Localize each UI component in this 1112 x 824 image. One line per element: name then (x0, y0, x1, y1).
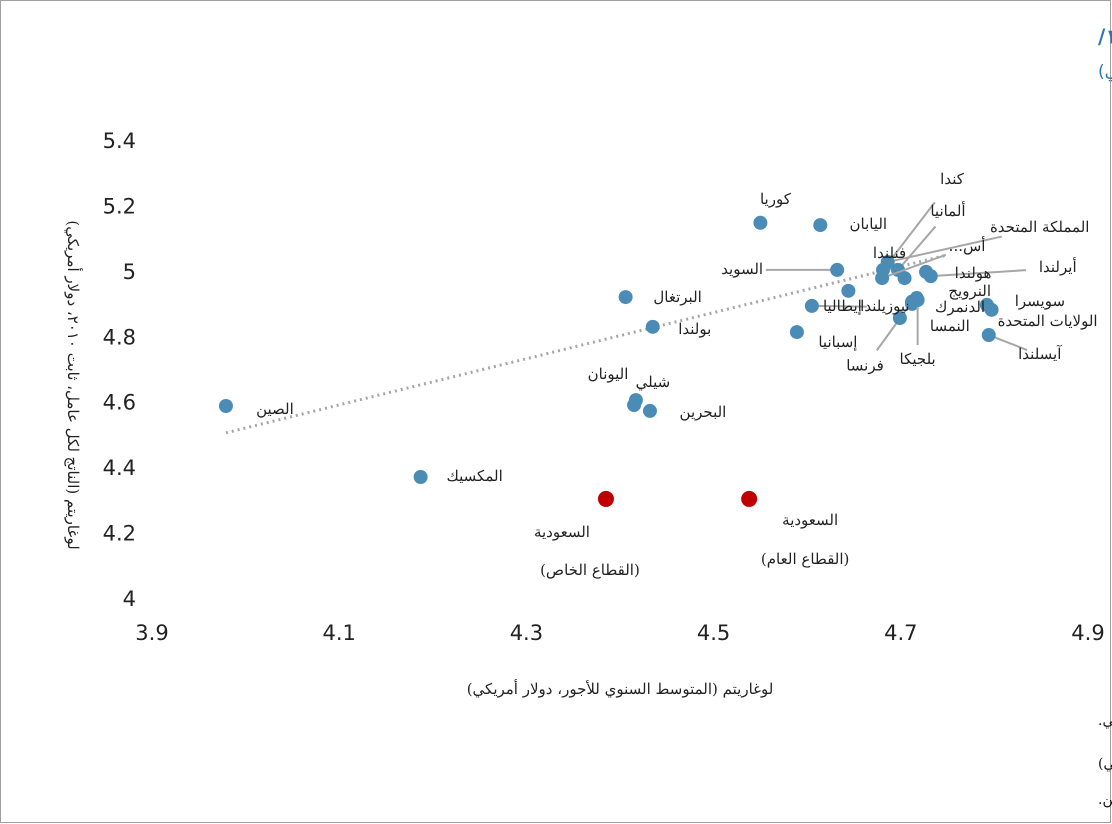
leader-line (875, 301, 913, 351)
point-label: سويسرا (1015, 292, 1065, 310)
x-tick-label: 4.1 (322, 621, 355, 645)
point (218, 399, 233, 414)
point-label: السويد (721, 260, 763, 278)
y-tick-label: 5.4 (103, 129, 136, 153)
leader-line (930, 269, 1027, 278)
x-axis-label: لوغاريتم (المتوسط السنوي للأجور، دولار أ… (467, 679, 774, 698)
point-label: بلجيكا (900, 350, 936, 368)
point-label: أس... (949, 236, 986, 255)
x-tick-label: 4.3 (510, 621, 543, 645)
point (813, 218, 828, 233)
point (741, 490, 758, 507)
point-label: آيسلندا (1018, 345, 1062, 363)
point-sublabel: (القطاع العام) (761, 550, 849, 568)
point-label: إيطاليا (823, 297, 862, 315)
point (875, 271, 890, 286)
point-label: النرويج (948, 282, 991, 300)
point-label: الولايات المتحدة (998, 312, 1098, 330)
point-label: النمسا (930, 317, 970, 335)
y-tick-label: 4.2 (103, 522, 136, 546)
point-label: إسبانيا (818, 333, 857, 351)
point-sublabel: (القطاع الخاص) (540, 561, 640, 579)
point (841, 283, 856, 298)
point-label: فنلندا (873, 244, 906, 262)
x-tick-label: 4.9 (1071, 621, 1104, 645)
point-label: فرنسا (846, 357, 884, 375)
point (897, 271, 912, 286)
y-tick-label: 4.6 (103, 391, 136, 415)
point (892, 311, 907, 326)
leader-line (887, 235, 1002, 264)
y-tick-label: 4.8 (103, 325, 136, 349)
point (645, 319, 660, 334)
x-tick-label: 3.9 (135, 621, 168, 645)
x-tick-label: 4.7 (884, 621, 917, 645)
point (627, 398, 642, 413)
point (984, 302, 999, 317)
point-label: السعودية (782, 511, 838, 529)
point-label: المكسيك (447, 467, 503, 485)
chart-title: متوسط الأجر السنوي والإنتاجية ١/ (1098, 24, 1112, 50)
point (597, 490, 614, 507)
footnote: ١/ تُقدّر الإنتاجية في السعودية والبحرين… (1098, 753, 1112, 772)
point-label: اليونان (588, 365, 629, 383)
y-tick-label: 5 (123, 260, 136, 284)
point-label: شيلي (636, 373, 671, 391)
y-axis-label: لوغاريتم (الناتج لكل عامل، ثابت ٢٠١٠، دو… (64, 220, 83, 549)
leader-line (881, 253, 947, 280)
point-label: نيوزيلندا (860, 297, 909, 315)
footnote: والإنتاجية في عينة البلدان المبينة، حيث … (1098, 792, 1112, 808)
point-label: اليابان (849, 215, 887, 233)
x-tick-label: 4.5 (697, 621, 730, 645)
leader-line (811, 304, 867, 308)
point-label: بولندا (678, 320, 711, 338)
point-label: الصين (256, 400, 294, 418)
point-label: السعودية (534, 523, 590, 541)
point (753, 215, 768, 230)
point (642, 403, 657, 418)
point (413, 469, 428, 484)
point (905, 294, 920, 309)
point (981, 328, 996, 343)
point-label: المملكة المتحدة (990, 218, 1090, 236)
point-label: كندا (940, 170, 965, 188)
source-note: المصادر: منظمة العمل الدولية، والبنك الد… (1098, 713, 1112, 729)
y-tick-label: 5.2 (103, 194, 136, 218)
point-label: أيرلندا (1039, 257, 1077, 276)
point (830, 262, 845, 277)
point (618, 290, 633, 305)
leader-line (897, 225, 937, 271)
point-label: البحرين (680, 403, 727, 421)
point (804, 298, 819, 313)
y-tick-label: 4 (123, 587, 136, 611)
trend-line (225, 253, 948, 435)
chart-subtitle: لوغاريتم (المتوسط السنوي للأجور، دولار أ… (1098, 60, 1112, 82)
point-label: هولندا (955, 264, 992, 282)
point-label: الدنمرك (935, 298, 985, 316)
point-label: البرتغال (653, 288, 701, 306)
y-tick-label: 4.4 (103, 456, 136, 480)
point (880, 255, 895, 270)
point (789, 325, 804, 340)
point (923, 269, 938, 284)
point-label: ألمانيا (930, 201, 965, 220)
point-label: كوريا (760, 190, 792, 208)
